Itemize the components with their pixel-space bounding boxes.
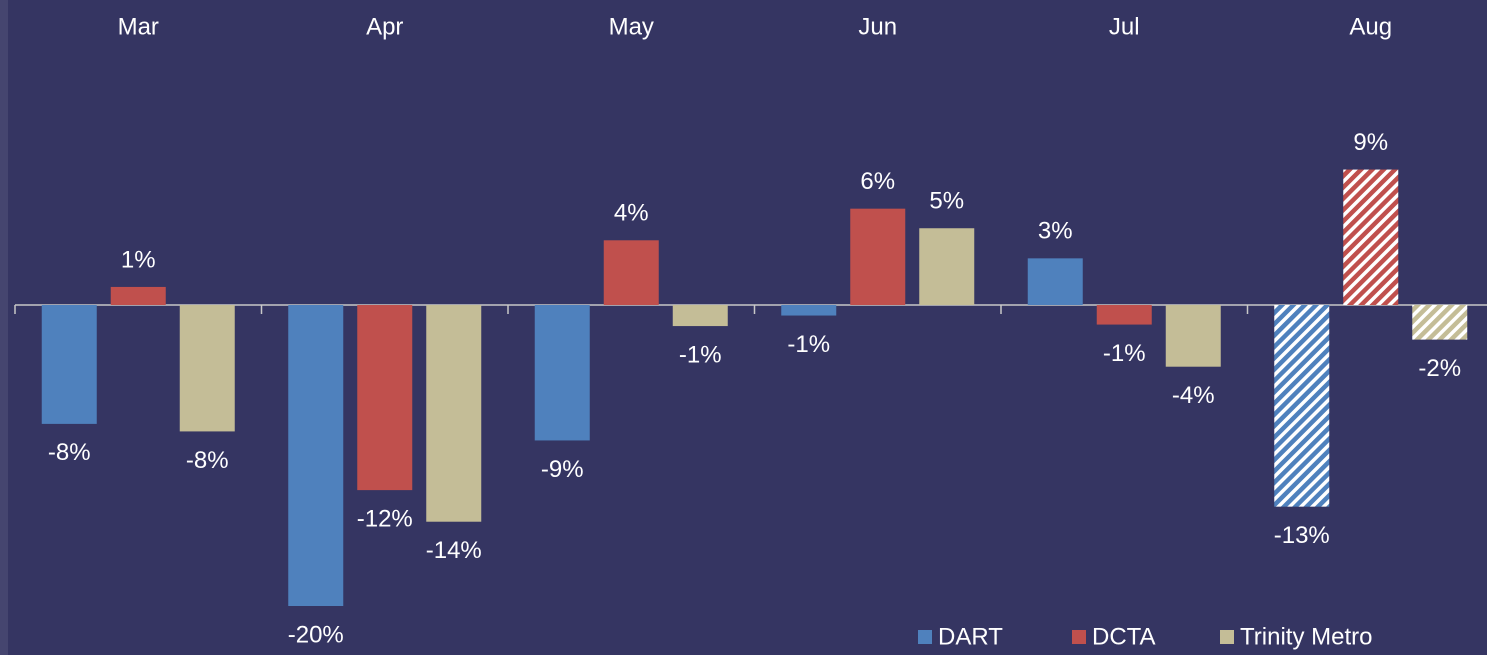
- bar: [603, 240, 659, 305]
- bar: [534, 305, 590, 441]
- legend-swatch: [1072, 630, 1086, 644]
- data-label: -1%: [1103, 340, 1146, 367]
- data-label: 4%: [614, 200, 649, 227]
- bar: [1274, 305, 1330, 507]
- data-label: -8%: [48, 439, 91, 466]
- category-label: Jul: [1109, 13, 1140, 40]
- data-label: -8%: [186, 447, 229, 474]
- bar: [288, 305, 344, 606]
- data-label: 1%: [121, 246, 156, 273]
- legend-swatch: [918, 630, 932, 644]
- data-label: 9%: [1353, 129, 1388, 156]
- bar: [1412, 305, 1468, 340]
- bar: [1027, 258, 1083, 305]
- legend-label: DCTA: [1092, 623, 1156, 650]
- legend-swatch: [1220, 630, 1234, 644]
- bar: [179, 305, 235, 432]
- category-label: May: [609, 13, 654, 40]
- legend-label: DART: [938, 623, 1003, 650]
- data-label: 6%: [860, 168, 895, 195]
- data-label: -14%: [426, 537, 482, 564]
- category-label: Jun: [858, 13, 897, 40]
- left-edge: [0, 0, 8, 655]
- bar: [1343, 169, 1399, 305]
- bar: [781, 305, 837, 316]
- bar: [672, 305, 728, 327]
- bar: [426, 305, 482, 522]
- bar: [919, 228, 975, 305]
- data-label: 5%: [929, 188, 964, 215]
- bar: [1165, 305, 1221, 367]
- category-label: Mar: [118, 13, 159, 40]
- bar: [41, 305, 97, 424]
- data-label: -1%: [679, 341, 722, 368]
- data-label: -1%: [787, 331, 830, 358]
- bar: [357, 305, 413, 491]
- bar: [110, 286, 166, 305]
- category-label: Aug: [1349, 13, 1392, 40]
- data-label: 3%: [1038, 218, 1073, 245]
- data-label: -13%: [1274, 522, 1330, 549]
- data-label: -9%: [541, 456, 584, 483]
- data-label: -2%: [1418, 355, 1461, 382]
- data-label: -12%: [357, 505, 413, 532]
- category-label: Apr: [366, 13, 403, 40]
- legend-label: Trinity Metro: [1240, 623, 1372, 650]
- bar: [1096, 305, 1152, 325]
- data-label: -20%: [288, 621, 344, 648]
- bar: [850, 208, 906, 305]
- data-label: -4%: [1172, 382, 1215, 409]
